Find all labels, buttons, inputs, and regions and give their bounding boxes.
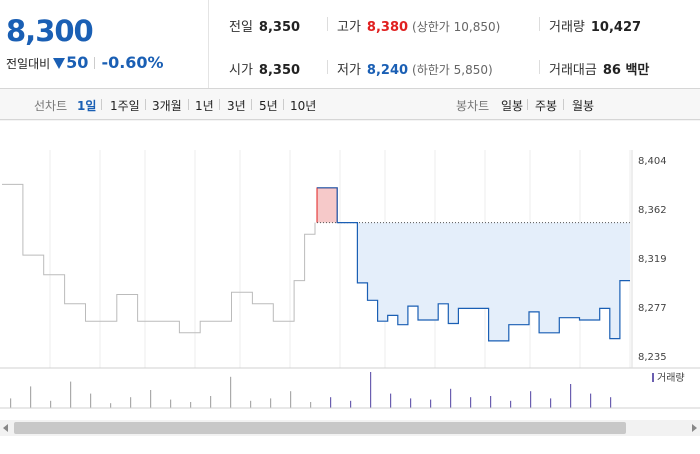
change-row: 전일대비 50 -0.60% [6, 53, 164, 72]
tab-1day[interactable]: 1일 [77, 99, 97, 113]
volume-bar [510, 400, 512, 408]
chart-period-toolbar: 선차트 1일 1주일 3개월 1년 3년 5년 10년 봉차트 일봉 주봉 월봉 [0, 89, 700, 120]
stat-low: 저가 8,240 (하한가 5,850) [337, 63, 493, 78]
line-chart-label: 선차트 [34, 99, 68, 113]
change-percent: -0.60% [101, 53, 164, 72]
tab-monthly-candle[interactable]: 월봉 [572, 99, 595, 113]
volume-bar [30, 386, 32, 408]
chart-canvas: 8,404 8,362 8,319 8,277 8,235 거래량 [0, 119, 700, 436]
tab-1week[interactable]: 1주일 [110, 99, 140, 113]
tab-3year[interactable]: 3년 [227, 99, 246, 113]
stats-panel: 전일 8,350 고가 8,380 (상한가 10,850) 거래량 10,427 시가… [209, 0, 700, 88]
change-label: 전일대비 [6, 57, 51, 71]
volume-bar [490, 396, 492, 408]
volume-bar [250, 400, 252, 408]
volume-bar [110, 403, 112, 408]
volume-bar [590, 393, 592, 408]
scroll-right-arrow-icon [692, 424, 697, 432]
tab-1year[interactable]: 1년 [195, 99, 214, 113]
volume-bar [550, 398, 552, 408]
volume-bar [470, 397, 472, 408]
change-value: 50 [66, 53, 89, 72]
scrollbar-thumb [14, 422, 626, 434]
tab-3month[interactable]: 3개월 [152, 99, 182, 113]
y-tick-label: 8,235 [638, 352, 667, 363]
series-line-today [317, 187, 630, 342]
volume-legend-label: 거래량 [657, 372, 685, 384]
volume-bar [70, 381, 72, 408]
volume-bar [190, 402, 192, 408]
volume-bar [610, 397, 612, 408]
down-triangle-icon [53, 58, 66, 69]
volume-bar [430, 399, 432, 408]
quote-header: 8,300 전일대비 50 -0.60% 전일 8,350 고가 8,380 (상한가 1… [0, 0, 700, 89]
volume-bar [90, 393, 92, 408]
series-line-previous-day [2, 183, 316, 334]
volume-bar [230, 376, 232, 408]
y-tick-label: 8,277 [638, 303, 667, 314]
volume-bar [170, 399, 172, 408]
y-tick-label: 8,319 [638, 254, 667, 265]
scroll-left-arrow-icon [3, 424, 8, 432]
candle-chart-label: 봉차트 [456, 99, 490, 113]
volume-bar [570, 384, 572, 408]
volume-bar [290, 391, 292, 408]
volume-bar [310, 402, 312, 408]
stat-prev-close: 전일 8,350 [229, 20, 301, 35]
volume-bars [0, 372, 700, 409]
y-tick-label: 8,404 [638, 156, 667, 167]
stat-high: 고가 8,380 (상한가 10,850) [337, 20, 501, 35]
stat-open: 시가 8,350 [229, 63, 301, 78]
volume-bar [150, 390, 152, 408]
volume-legend: 거래량 [652, 372, 685, 384]
current-price: 8,300 [6, 14, 94, 48]
volume-bar [530, 391, 532, 408]
volume-bar [410, 398, 412, 408]
y-tick-label: 8,362 [638, 205, 667, 216]
volume-bar [390, 393, 392, 408]
volume-bar [350, 400, 352, 408]
tab-weekly-candle[interactable]: 주봉 [535, 99, 558, 113]
volume-bar [10, 398, 12, 408]
stat-trade-value: 거래대금 86 백만 [549, 63, 650, 78]
tab-5year[interactable]: 5년 [259, 99, 278, 113]
price-series [2, 183, 632, 342]
tab-daily-candle[interactable]: 일봉 [501, 99, 524, 113]
series-area-today [317, 187, 630, 341]
tab-10year[interactable]: 10년 [290, 99, 317, 113]
volume-bar [450, 388, 452, 408]
volume-bar [50, 400, 52, 408]
y-axis-labels: 8,404 8,362 8,319 8,277 8,235 [638, 156, 667, 363]
volume-bar [210, 396, 212, 408]
area-above-reference [317, 187, 338, 223]
volume-bar [370, 372, 372, 408]
volume-bar [270, 398, 272, 408]
volume-bar [130, 397, 132, 408]
chart-scrollbar[interactable] [0, 420, 700, 436]
stat-volume: 거래량 10,427 [549, 20, 642, 35]
intraday-chart: 8,404 8,362 8,319 8,277 8,235 거래량 [0, 119, 700, 450]
volume-legend-swatch [652, 373, 654, 382]
price-box: 8,300 전일대비 50 -0.60% [0, 0, 209, 88]
volume-bar [330, 397, 332, 408]
